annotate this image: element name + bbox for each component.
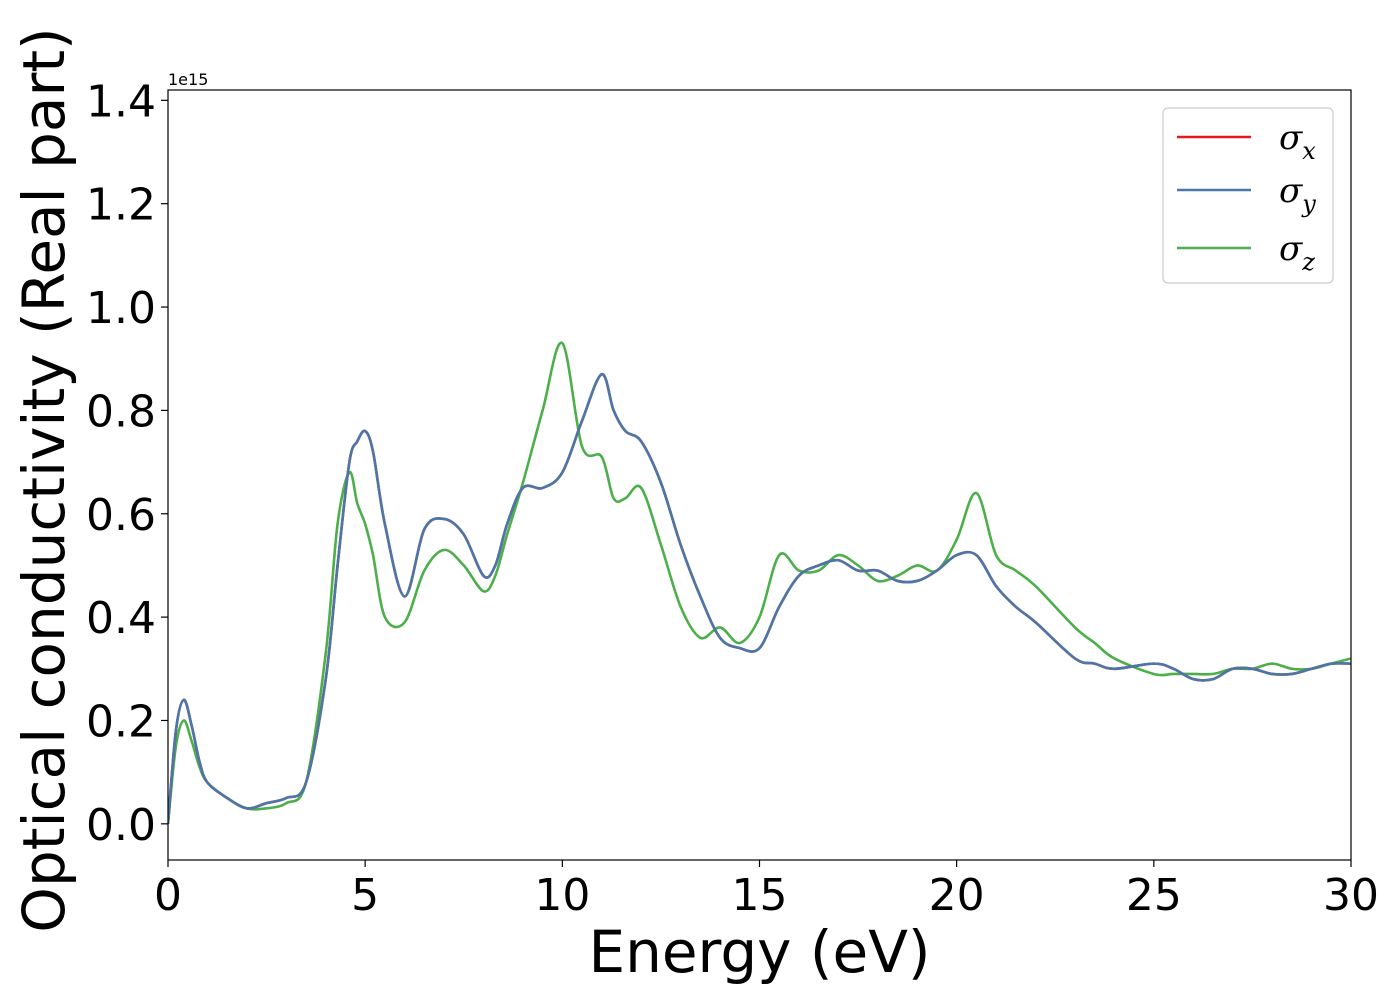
x-tick-label: 25 bbox=[1126, 870, 1182, 921]
plot-area bbox=[168, 90, 1351, 860]
x-tick-label: 5 bbox=[351, 870, 379, 921]
x-tick-label: 10 bbox=[534, 870, 590, 921]
y-tick-label: 1.2 bbox=[86, 180, 156, 231]
y-tick-label: 0.2 bbox=[86, 696, 156, 747]
x-axis-title: Energy (eV) bbox=[588, 918, 930, 986]
y-tick-label: 0.8 bbox=[86, 386, 156, 437]
x-tick-label: 20 bbox=[929, 870, 985, 921]
legend-label-y: σy bbox=[1279, 171, 1316, 218]
legend-label-z: σz bbox=[1279, 229, 1315, 276]
series-line-y bbox=[168, 372, 1351, 824]
plot-background bbox=[168, 90, 1351, 860]
y-tick-label: 0.6 bbox=[86, 490, 156, 541]
y-tick-label: 1.4 bbox=[86, 76, 156, 127]
y-tick-label: 0.0 bbox=[86, 800, 156, 851]
y-tick-label: 1.0 bbox=[86, 283, 156, 334]
legend-box bbox=[1162, 107, 1334, 284]
axes-layer: 0 5 10 15 20 25 30 0.0 0.2 0.4 0.6 0.8 1.0 1.2 1.4 bbox=[86, 76, 1379, 921]
series-layer bbox=[168, 341, 1351, 824]
legend: σx σy σz bbox=[1162, 107, 1334, 284]
y-axis-title: Optical conductivity (Real part) bbox=[10, 27, 78, 932]
series-line-z bbox=[168, 341, 1351, 824]
x-tick-label: 30 bbox=[1323, 870, 1379, 921]
y-tick-label: 0.4 bbox=[86, 593, 156, 644]
legend-label-x: σx bbox=[1279, 118, 1316, 165]
x-tick-label: 15 bbox=[732, 870, 788, 921]
y-offset-label: 1e15 bbox=[168, 70, 208, 89]
x-tick-label: 0 bbox=[154, 870, 182, 921]
